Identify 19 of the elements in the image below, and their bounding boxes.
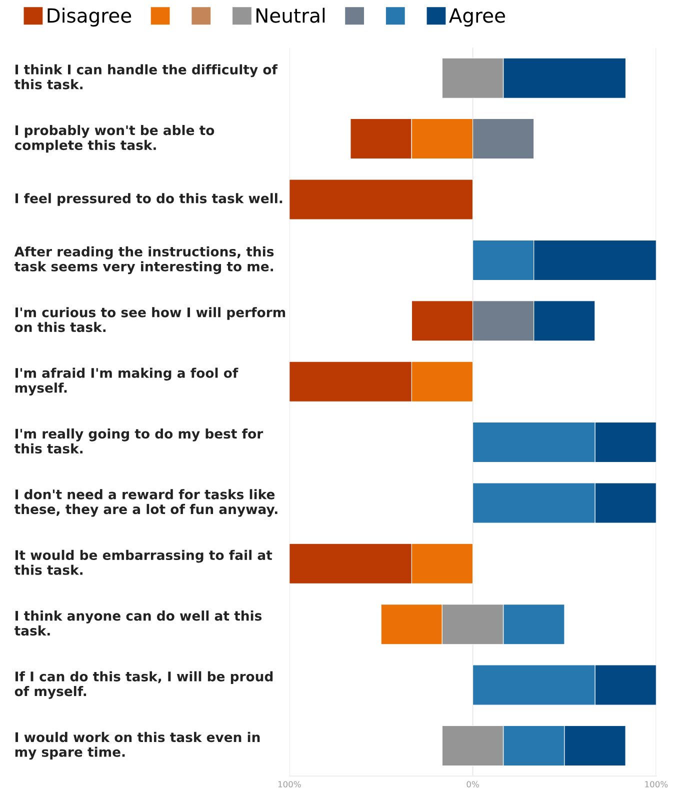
y-tick-label: I'm afraid I'm making a fool of myself. bbox=[15, 368, 238, 396]
y-tick-label: I don't need a reward for tasks like these, they are a lot of fun anyway. bbox=[14, 489, 278, 517]
y-tick-label: It would be embarrassing to fail at this task. bbox=[14, 550, 272, 575]
x-tick-label: 100% bbox=[645, 781, 668, 788]
x-tick-label: 0% bbox=[466, 781, 479, 788]
y-tick-label: I feel pressured to do this task well. bbox=[16, 193, 282, 206]
legend-label: Neutral bbox=[256, 8, 325, 23]
legend-label: Agree bbox=[449, 8, 505, 27]
y-tick-label: I would work on this task even in my spare time. bbox=[15, 732, 260, 760]
y-tick-label: I'm curious to see how I will perform on this task. bbox=[14, 307, 286, 332]
y-tick-label: I probably won't be able to complete this task. bbox=[14, 124, 214, 153]
legend-label: Disagree bbox=[48, 8, 132, 27]
y-tick-label: I'm really going to do my best for this task. bbox=[14, 428, 264, 454]
y-tick-label: If I can do this task, I will be proud of myself. bbox=[14, 671, 273, 699]
bar bbox=[289, 179, 474, 220]
x-tick-label: 100% bbox=[278, 781, 301, 788]
y-tick-label: I think I can handle the difficulty of this task. bbox=[14, 64, 278, 90]
y-tick-label: After reading the instructions, this task seems very interesting to me. bbox=[14, 246, 274, 274]
y-tick-label: I think anyone can do well at this task. bbox=[14, 610, 262, 636]
